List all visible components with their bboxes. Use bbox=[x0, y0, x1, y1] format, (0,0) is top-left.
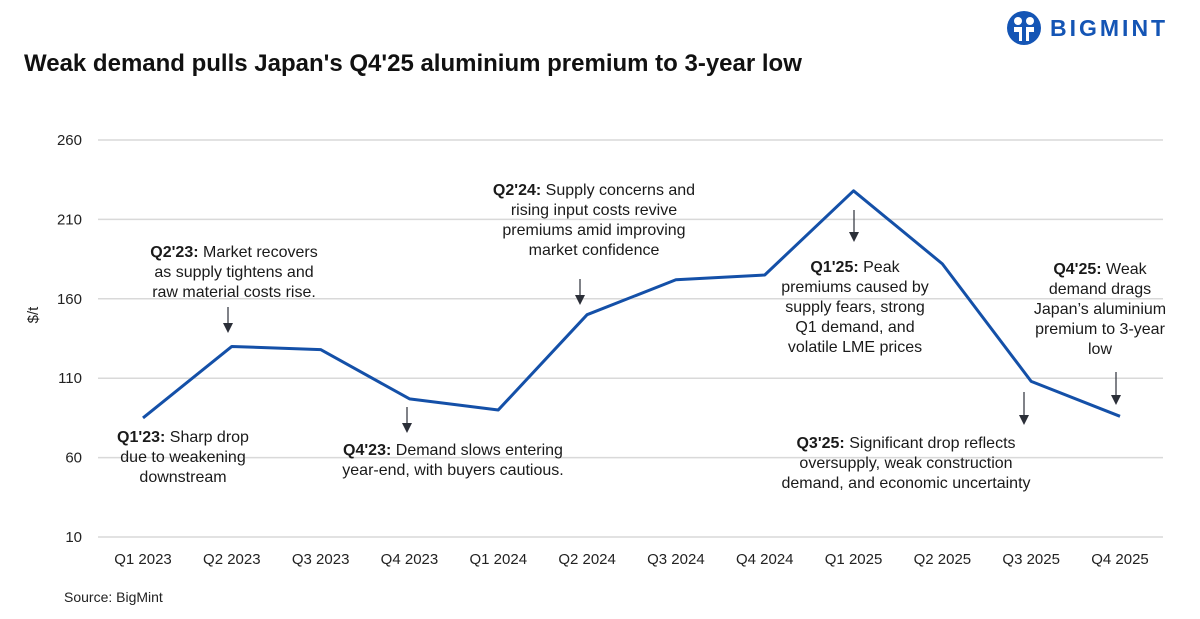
x-tick-label: Q1 2025 bbox=[825, 551, 883, 568]
x-tick-label: Q3 2023 bbox=[292, 551, 350, 568]
y-tick-label: 260 bbox=[57, 132, 82, 149]
x-tick-label: Q2 2023 bbox=[203, 551, 261, 568]
annotation-text: Q1'23: Sharp drop due to weakening downstr… bbox=[117, 429, 249, 486]
annotation-text: Q4'25: Weak demand drags Japan’s aluminium… bbox=[1034, 261, 1166, 358]
annotations: Q1'23: Sharp drop due to weakening downstr… bbox=[117, 182, 1166, 492]
annotation: Q1'23: Sharp drop due to weakening downstr… bbox=[117, 429, 249, 486]
x-tick-label: Q4 2025 bbox=[1091, 551, 1149, 568]
arrowhead-icon bbox=[223, 323, 233, 333]
bigmint-logo: BIGMINT bbox=[1006, 10, 1168, 46]
annotation-text: Q3'25: Significant drop reflects oversupp… bbox=[781, 435, 1030, 492]
annotation: Q4'23: Demand slows entering year-end, wi… bbox=[342, 407, 564, 479]
annotation-label: Q4'23: bbox=[343, 442, 391, 459]
gridlines bbox=[98, 139, 1163, 538]
annotation-label: Q1'23: bbox=[117, 429, 165, 446]
x-tick-label: Q3 2025 bbox=[1002, 551, 1060, 568]
annotation-label: Q3'25: bbox=[796, 435, 844, 452]
y-tick-label: 10 bbox=[65, 529, 82, 546]
x-tick-label: Q4 2023 bbox=[381, 551, 439, 568]
x-tick-label: Q1 2024 bbox=[469, 551, 527, 568]
annotation: Q3'25: Significant drop reflects oversupp… bbox=[781, 392, 1031, 492]
series-line bbox=[142, 189, 1121, 420]
annotation-label: Q1'25: bbox=[810, 259, 858, 276]
bigmint-logo-icon bbox=[1007, 11, 1041, 45]
y-tick-label: 60 bbox=[65, 450, 82, 467]
x-tick-label: Q3 2024 bbox=[647, 551, 705, 568]
source-note: Source: BigMint bbox=[64, 589, 163, 605]
annotation: Q2'24: Supply concerns and rising input c… bbox=[493, 182, 695, 305]
x-tick-label: Q1 2023 bbox=[114, 551, 172, 568]
series-line-path bbox=[142, 189, 1121, 420]
x-tick-label: Q2 2025 bbox=[914, 551, 972, 568]
logo-text: BIGMINT bbox=[1050, 14, 1169, 41]
y-axis-label: $/t bbox=[25, 306, 42, 324]
arrowhead-icon bbox=[402, 423, 412, 433]
annotation-label: Q4'25: bbox=[1053, 261, 1101, 278]
annotation-label: Q2'24: bbox=[493, 182, 541, 199]
annotation-text: Q4'23: Demand slows entering year-end, wi… bbox=[342, 442, 563, 479]
x-tick-label: Q4 2024 bbox=[736, 551, 794, 568]
annotation-text: Q2'23: Market recovers as supply tightens… bbox=[150, 244, 317, 301]
chart-title: Weak demand pulls Japan's Q4'25 aluminiu… bbox=[24, 50, 802, 77]
x-axis-ticks: Q1 2023 Q2 2023 Q3 2023 Q4 2023 Q1 2024 Q2 20… bbox=[114, 551, 1149, 568]
annotation: Q2'23: Market recovers as supply tightens… bbox=[150, 244, 318, 333]
annotation: Q1'25: Peak premiums caused by supply fear… bbox=[781, 210, 929, 356]
y-tick-label: 210 bbox=[57, 211, 82, 228]
y-tick-label: 110 bbox=[58, 370, 82, 387]
annotation-text: Q2'24: Supply concerns and rising input c… bbox=[493, 182, 695, 259]
arrowhead-icon bbox=[849, 232, 859, 242]
x-tick-label: Q2 2024 bbox=[558, 551, 616, 568]
arrowhead-icon bbox=[1111, 395, 1121, 405]
arrowhead-icon bbox=[1019, 415, 1029, 425]
annotation-label: Q2'23: bbox=[150, 244, 198, 261]
y-axis-ticks: 10 60 110 160 210 260 bbox=[57, 132, 82, 546]
y-tick-label: 160 bbox=[57, 291, 82, 308]
annotation: Q4'25: Weak demand drags Japan’s aluminium… bbox=[1034, 261, 1166, 405]
arrowhead-icon bbox=[575, 295, 585, 305]
annotation-text: Q1'25: Peak premiums caused by supply fear… bbox=[781, 259, 929, 356]
